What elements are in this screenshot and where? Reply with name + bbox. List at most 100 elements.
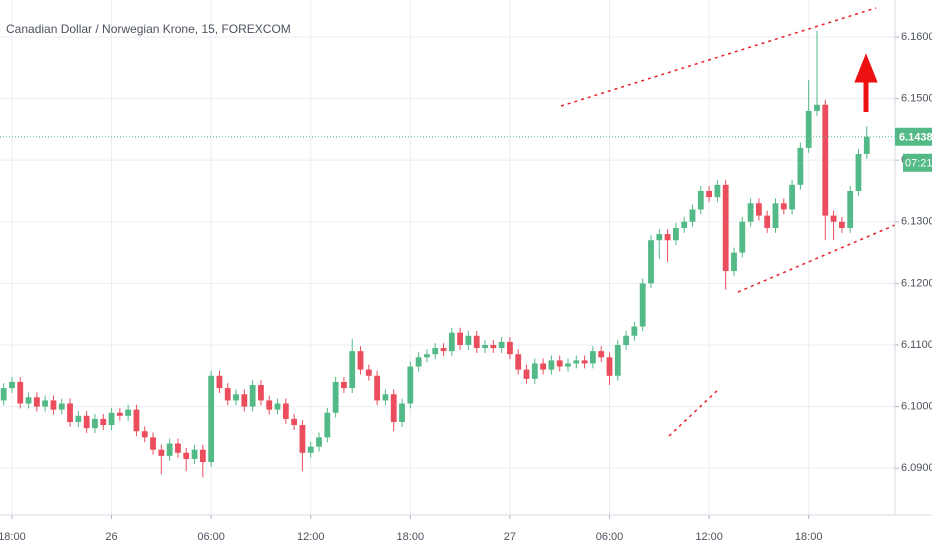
x-tick-label: 26: [105, 531, 117, 543]
drawings: [560, 7, 896, 437]
candle-body: [573, 360, 580, 364]
y-tick-label: 6.13000: [901, 216, 932, 228]
candle-body: [92, 418, 98, 429]
candle-body: [382, 394, 389, 401]
candle-body: [780, 203, 787, 210]
candle-body: [208, 375, 215, 463]
candle-body: [374, 375, 381, 401]
candle-body: [855, 154, 862, 191]
candle-body: [556, 360, 563, 367]
candle-body: [83, 415, 90, 429]
trend-line: [668, 387, 721, 437]
chart-title: Canadian Dollar / Norwegian Krone, 15, F…: [6, 22, 291, 36]
candle-body: [158, 449, 165, 456]
candle-body: [224, 388, 231, 401]
candle-body: [797, 147, 804, 185]
candle-body: [58, 403, 65, 410]
candle-body: [42, 400, 49, 407]
candle-body: [664, 234, 671, 241]
candle-body: [183, 452, 190, 459]
candle-body: [581, 360, 588, 364]
candle-body: [233, 394, 239, 401]
candle-body: [515, 354, 522, 370]
candle-body: [415, 357, 422, 367]
candle-body: [706, 190, 712, 198]
candle-body: [166, 443, 173, 456]
candle-body: [523, 369, 530, 379]
candle-body: [50, 400, 57, 410]
candle-body: [266, 400, 273, 410]
candle-body: [498, 341, 505, 349]
candle-body: [125, 409, 132, 416]
candle-body: [772, 203, 779, 228]
candle-body: [25, 397, 32, 404]
candle-body: [274, 403, 281, 410]
axes: 6.090006.100006.110006.120006.130006.140…: [0, 31, 932, 543]
candle-body: [307, 446, 314, 453]
candle-body: [755, 203, 762, 216]
candle-body: [764, 215, 771, 228]
candle-body: [316, 437, 322, 447]
candle-body: [465, 335, 472, 345]
candle-body: [116, 412, 123, 416]
candle-body: [697, 190, 704, 210]
candle-body: [448, 332, 455, 352]
y-tick-label: 6.10000: [901, 400, 932, 412]
candle-body: [838, 221, 845, 228]
candle-body: [822, 104, 829, 216]
candle-body: [108, 412, 115, 426]
candle-body: [623, 335, 630, 345]
candle-body: [814, 104, 820, 111]
candle-body: [805, 110, 812, 148]
candle-body: [457, 332, 464, 345]
candle-body: [747, 203, 754, 222]
candle-body: [407, 366, 414, 404]
candle-body: [589, 351, 596, 364]
candle-body: [739, 221, 746, 253]
x-tick-label: 12:00: [297, 531, 325, 543]
x-tick-label: 06:00: [197, 531, 225, 543]
candle-body: [540, 363, 547, 370]
candle-body: [282, 403, 289, 419]
x-tick-label: 18:00: [0, 531, 26, 543]
y-tick-label: 6.15000: [901, 92, 932, 104]
candle-body: [731, 252, 737, 272]
y-tick-label: 6.09000: [901, 462, 932, 474]
candle-body: [349, 351, 356, 389]
candle-body: [341, 381, 347, 389]
candle-body: [606, 357, 613, 376]
candle-body: [291, 418, 298, 426]
candle-body: [133, 409, 140, 432]
candle-body: [17, 381, 24, 404]
candle-body: [614, 344, 621, 376]
candle-body: [249, 385, 256, 407]
last-price-box: [895, 127, 932, 146]
x-tick-label: 12:00: [695, 531, 723, 543]
candle-body: [565, 363, 571, 367]
candle-body: [332, 381, 339, 413]
candle-body: [531, 363, 538, 379]
plot: [0, 30, 895, 478]
countdown: 07:21: [905, 158, 932, 170]
candle-body: [100, 418, 107, 426]
x-tick-label: 27: [504, 531, 516, 543]
candle-body: [365, 369, 372, 376]
candle-body: [0, 388, 7, 401]
candle-body: [216, 375, 223, 389]
candle-body: [631, 326, 638, 336]
candle-body: [847, 190, 854, 228]
candle-body: [199, 449, 206, 463]
x-tick-label: 06:00: [596, 531, 624, 543]
up-arrow: [854, 53, 878, 112]
candle-body: [440, 348, 447, 352]
candle-body: [150, 437, 156, 450]
candle-body: [241, 394, 248, 407]
candle-body: [9, 381, 15, 389]
candle-body: [424, 354, 430, 358]
candle-body: [722, 184, 729, 272]
candle-body: [714, 184, 721, 198]
candle-body: [324, 412, 331, 438]
